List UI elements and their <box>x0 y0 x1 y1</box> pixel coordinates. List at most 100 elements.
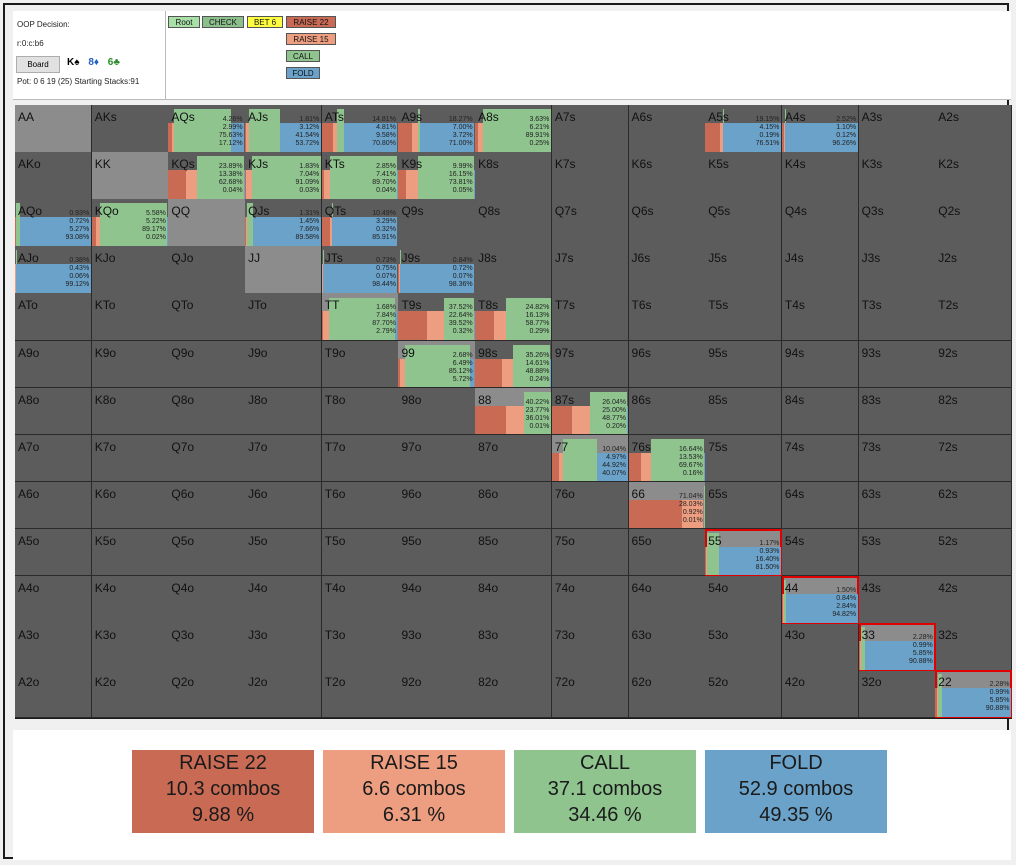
hand-cell[interactable]: 63s <box>858 481 936 530</box>
hand-cell[interactable]: T9s 37.52% 22.64% 39.52% 0.32% <box>398 293 476 341</box>
hand-cell[interactable]: AQo 0.93% 0.72% 5.27% 93.08% <box>15 199 93 247</box>
hand-cell[interactable]: 52o <box>705 670 783 718</box>
hand-cell[interactable]: 32s <box>935 623 1013 671</box>
hand-cell[interactable]: 66 71.04% 28.03% 0.92% 0.01% <box>628 481 706 530</box>
hand-cell[interactable]: 87s 26.04% 25.00% 48.77% 0.20% <box>551 387 630 436</box>
hand-cell[interactable]: Q3o <box>168 623 246 671</box>
hand-cell[interactable]: K6s <box>628 152 706 200</box>
hand-cell[interactable]: K7o <box>91 434 169 483</box>
hand-cell[interactable]: Q4o <box>168 576 246 624</box>
hand-cell[interactable]: A8s 3.63% 6.21% 89.91% 0.25% <box>475 105 553 153</box>
hand-cell[interactable]: KJs 1.83% 7.04% 91.09% 0.03% <box>245 152 323 200</box>
hand-cell[interactable]: T6s <box>628 293 706 341</box>
hand-cell[interactable]: A3o <box>15 623 93 671</box>
hand-cell[interactable]: JTo <box>245 293 323 341</box>
hand-cell[interactable]: J4o <box>245 576 323 624</box>
hand-cell[interactable]: 72o <box>551 670 630 718</box>
hand-cell[interactable]: J2o <box>245 670 323 718</box>
hand-cell[interactable]: 87o <box>475 434 553 483</box>
hand-cell[interactable]: J4s <box>781 246 860 294</box>
hand-cell[interactable]: T6o <box>321 481 399 530</box>
hand-cell[interactable]: 94o <box>398 576 476 624</box>
hand-cell[interactable]: T5s <box>705 293 783 341</box>
hand-cell[interactable]: K8o <box>91 387 169 436</box>
hand-cell[interactable]: T3o <box>321 623 399 671</box>
hand-cell[interactable]: AKs <box>91 105 169 153</box>
hand-cell[interactable]: QJo <box>168 246 246 294</box>
hand-cell[interactable]: J3o <box>245 623 323 671</box>
hand-cell[interactable]: 84o <box>475 576 553 624</box>
hand-cell[interactable]: 53s <box>858 528 936 577</box>
hand-cell[interactable]: 43s <box>858 576 936 624</box>
hand-cell[interactable]: A5o <box>15 528 93 577</box>
hand-cell[interactable]: AJs 1.81% 3.12% 41.54% 53.72% <box>245 105 323 153</box>
hand-cell[interactable]: K4s <box>781 152 860 200</box>
hand-cell[interactable]: A6o <box>15 481 93 530</box>
hand-cell[interactable]: 73o <box>551 623 630 671</box>
hand-cell[interactable]: K6o <box>91 481 169 530</box>
hand-cell[interactable]: Q8o <box>168 387 246 436</box>
hand-cell[interactable]: ATs 14.81% 4.81% 9.58% 70.80% <box>321 105 399 153</box>
action-check-button[interactable]: CHECK <box>202 16 244 28</box>
hand-cell[interactable]: J7o <box>245 434 323 483</box>
hand-cell[interactable]: J2s <box>935 246 1013 294</box>
hand-cell[interactable]: T8s 24.82% 16.13% 58.77% 0.29% <box>475 293 553 341</box>
hand-cell[interactable]: A5s 19.15% 4.15% 0.19% 76.51% <box>705 105 783 153</box>
hand-cell[interactable]: AQs 4.26% 2.99% 75.63% 17.12% <box>168 105 246 153</box>
hand-cell[interactable]: KTo <box>91 293 169 341</box>
hand-cell[interactable]: Q7o <box>168 434 246 483</box>
hand-cell[interactable]: 98o <box>398 387 476 436</box>
hand-cell[interactable]: 97o <box>398 434 476 483</box>
hand-cell[interactable]: AJo 0.38% 0.43% 0.06% 99.12% <box>15 246 93 294</box>
hand-cell[interactable]: 52s <box>935 528 1013 577</box>
hand-cell[interactable]: QQ <box>168 199 246 247</box>
hand-cell[interactable]: KTs 2.85% 7.41% 89.70% 0.04% <box>321 152 399 200</box>
hand-cell[interactable]: 75o <box>551 528 630 577</box>
hand-cell[interactable]: Q7s <box>551 199 630 247</box>
hand-cell[interactable]: A9s 18.27% 7.00% 3.72% 71.00% <box>398 105 476 153</box>
hand-cell[interactable]: K8s <box>475 152 553 200</box>
hand-cell[interactable]: T7s <box>551 293 630 341</box>
hand-cell[interactable]: T9o <box>321 340 399 389</box>
hand-cell[interactable]: J6o <box>245 481 323 530</box>
action-bet-button[interactable]: BET 6 <box>247 16 283 28</box>
hand-cell[interactable]: K9o <box>91 340 169 389</box>
action-call-button[interactable]: CALL <box>286 50 320 62</box>
hand-cell[interactable]: QTo <box>168 293 246 341</box>
hand-cell[interactable]: A7s <box>551 105 630 153</box>
hand-cell[interactable]: 83s <box>858 387 936 436</box>
hand-cell[interactable]: 94s <box>781 340 860 389</box>
hand-cell[interactable]: 72s <box>935 434 1013 483</box>
hand-cell[interactable]: J7s <box>551 246 630 294</box>
hand-cell[interactable]: 76s 16.64% 13.53% 69.67% 0.16% <box>628 434 706 483</box>
hand-cell[interactable]: J8o <box>245 387 323 436</box>
hand-cell[interactable]: K4o <box>91 576 169 624</box>
hand-cell[interactable]: 63o <box>628 623 706 671</box>
hand-cell[interactable]: Q2s <box>935 199 1013 247</box>
hand-cell[interactable]: 73s <box>858 434 936 483</box>
hand-cell[interactable]: 55 1.17% 0.93% 16.40% 81.50% <box>705 528 783 577</box>
hand-cell[interactable]: 95o <box>398 528 476 577</box>
hand-cell[interactable]: K5s <box>705 152 783 200</box>
hand-cell[interactable]: KQo 5.58% 5.22% 89.17% 0.02% <box>91 199 169 247</box>
hand-cell[interactable]: 83o <box>475 623 553 671</box>
hand-cell[interactable]: 43o <box>781 623 860 671</box>
hand-cell[interactable]: K9s 9.99% 16.15% 73.81% 0.05% <box>398 152 476 200</box>
hand-cell[interactable]: K3s <box>858 152 936 200</box>
hand-cell[interactable]: 86s <box>628 387 706 436</box>
hand-cell[interactable]: A4s 2.52% 1.10% 0.12% 96.26% <box>781 105 860 153</box>
hand-cell[interactable]: 93s <box>858 340 936 389</box>
hand-cell[interactable]: T2s <box>935 293 1013 341</box>
hand-cell[interactable]: KK <box>91 152 169 200</box>
hand-cell[interactable]: AKo <box>15 152 93 200</box>
hand-cell[interactable]: 22 2.28% 0.99% 5.85% 90.88% <box>935 670 1013 718</box>
hand-cell[interactable]: Q9o <box>168 340 246 389</box>
board-button[interactable]: Board <box>16 56 60 73</box>
hand-cell[interactable]: J9s 0.84% 0.72% 0.07% 98.36% <box>398 246 476 294</box>
hand-cell[interactable]: K3o <box>91 623 169 671</box>
hand-cell[interactable]: 82o <box>475 670 553 718</box>
hand-cell[interactable]: JTs 0.73% 0.75% 0.07% 98.44% <box>321 246 399 294</box>
hand-cell[interactable]: Q6o <box>168 481 246 530</box>
hand-cell[interactable]: QTs 10.49% 3.29% 0.32% 85.91% <box>321 199 399 247</box>
hand-cell[interactable]: J3s <box>858 246 936 294</box>
